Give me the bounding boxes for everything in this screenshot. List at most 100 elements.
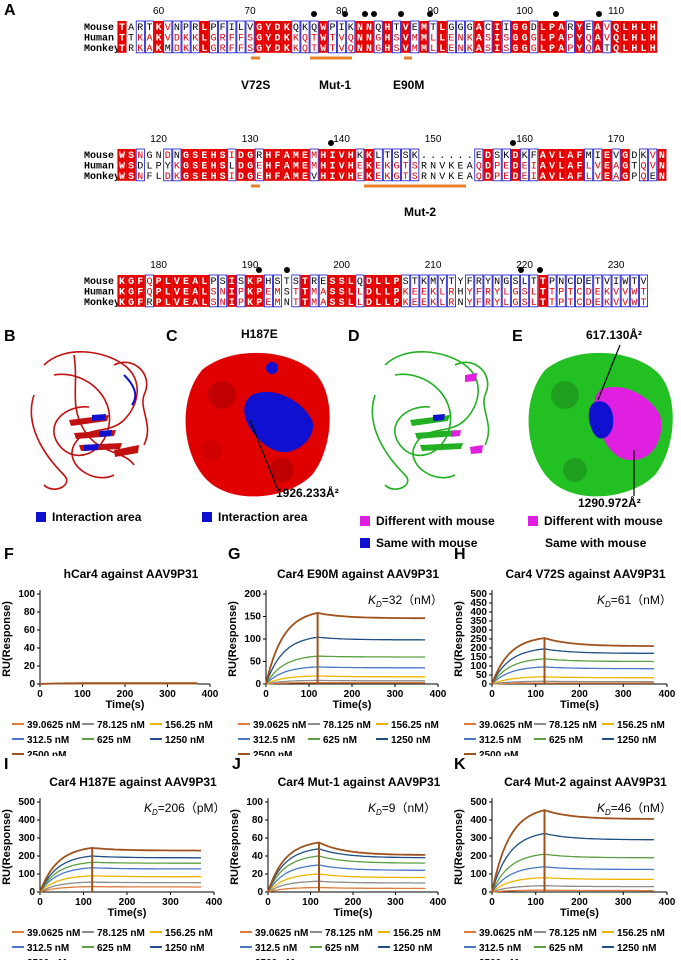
chart-title: hCar4 against AAV9P31 [64, 567, 199, 581]
residue: W [119, 151, 125, 162]
residue: E [458, 172, 464, 183]
similar-box [392, 148, 401, 182]
residue: M [165, 44, 171, 55]
residue: G [393, 172, 399, 183]
similar-box [401, 148, 411, 182]
interaction-dot [427, 11, 433, 17]
x-tick-label: 0 [265, 897, 271, 908]
residue: L [165, 288, 171, 299]
residue: D [275, 44, 281, 55]
residue: N [137, 151, 143, 162]
residue: V [622, 298, 628, 309]
residue: K [174, 172, 180, 183]
residue: L [201, 23, 207, 34]
residue: L [540, 34, 546, 45]
legend-c-interaction: Interaction area [202, 510, 307, 524]
similar-box [629, 274, 639, 308]
conserved-block [272, 21, 283, 53]
residue: Q [641, 162, 647, 173]
residue: G [375, 34, 381, 45]
legend-label: 2500 nM [253, 750, 292, 756]
y-tick-label: 100 [470, 869, 487, 880]
series-line [491, 648, 654, 685]
similar-box [410, 274, 420, 308]
residue: T [293, 288, 299, 299]
residue: L [375, 298, 381, 309]
residue: S [329, 288, 335, 299]
x-tick-label: 300 [387, 689, 404, 700]
residue: D [512, 172, 518, 183]
residue: K [119, 288, 125, 299]
x-axis-label: Time(s) [108, 907, 147, 919]
kd-value: KD=46（nM） [597, 801, 672, 817]
residue: F [576, 162, 582, 173]
residue: T [128, 34, 134, 45]
residue: D [512, 162, 518, 173]
residue: W [320, 23, 326, 34]
x-tick-label: 200 [571, 689, 588, 700]
residue: L [384, 288, 390, 299]
similar-box [428, 20, 438, 54]
residue: H [320, 162, 326, 173]
x-tick-label: 400 [202, 689, 219, 700]
residue: N [357, 34, 363, 45]
residue: V [613, 288, 619, 299]
species-label: Human [84, 288, 114, 299]
residue: T [284, 277, 290, 288]
residue: L [622, 34, 628, 45]
similar-box [611, 274, 621, 308]
conserved-block [181, 275, 191, 307]
residue: H [384, 23, 390, 34]
residue: F [238, 34, 244, 45]
similar-box [648, 148, 658, 182]
x-tick-label: 100 [75, 897, 92, 908]
residue: E [412, 23, 418, 34]
residue: V [439, 162, 445, 173]
residue: E [201, 151, 207, 162]
series-line [491, 876, 654, 893]
residue: . [439, 151, 445, 162]
residue: F [146, 172, 152, 183]
residue: K [174, 162, 180, 173]
residue: I [613, 277, 619, 288]
residue: A [146, 44, 152, 55]
residue: V [604, 34, 610, 45]
residue: V [641, 277, 647, 288]
residue: P [256, 298, 262, 309]
residue: K [137, 44, 143, 55]
y-tick-label: 50 [476, 670, 488, 681]
residue: K [412, 151, 418, 162]
residue: N [366, 23, 372, 34]
structure-ribbon-b [30, 351, 149, 490]
residue: L [503, 298, 509, 309]
conserved-block [199, 275, 209, 307]
legend-label: 2500 nM [479, 958, 518, 960]
residue: H [320, 172, 326, 183]
residue: E [201, 162, 207, 173]
residue: T [412, 277, 418, 288]
residue: P [210, 23, 216, 34]
similar-box [236, 20, 246, 54]
conserved-block [318, 149, 328, 181]
legend-label: 625 nM [323, 735, 357, 746]
species-label: Mouse [84, 277, 114, 288]
conserved-block [382, 275, 392, 307]
interaction-dot [284, 267, 290, 273]
residue: C [576, 298, 582, 309]
residue: V [247, 23, 253, 34]
residue: P [238, 288, 244, 299]
similar-box [584, 148, 594, 182]
residue: V [604, 277, 610, 288]
residue: F [467, 277, 473, 288]
conserved-block [364, 149, 374, 181]
residue: G [256, 23, 262, 34]
similar-box [520, 148, 530, 182]
annotation-v72s: V72S [241, 78, 271, 92]
x-tick-label: 300 [159, 689, 176, 700]
residue: F [576, 151, 582, 162]
series-line [491, 853, 654, 893]
conserved-block [291, 149, 301, 181]
residue: S [238, 277, 244, 288]
species-label: Monkey [84, 43, 120, 55]
conserved-block [154, 21, 164, 53]
